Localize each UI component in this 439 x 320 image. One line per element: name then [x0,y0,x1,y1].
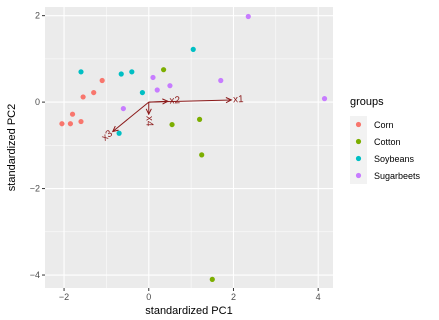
data-point-corn [78,118,84,125]
data-point-sugarbeets [150,74,156,81]
loading-label-x4: x4 [143,116,154,127]
data-point-corn [69,111,76,117]
legend-label-soybeans: Soybeans [374,154,415,164]
arrowhead-x2 [162,98,169,105]
data-point-cotton [196,116,203,122]
data-point-cotton [209,276,215,282]
x-tick-label: 2 [231,292,236,302]
legend-label-corn: Corn [374,120,394,130]
data-point-sugarbeets [120,105,126,112]
data-point-sugarbeets [154,87,160,93]
y-tick-label: 0 [35,97,40,107]
arrowhead-x4 [145,108,152,116]
x-tick-label: 4 [316,292,321,302]
x-tick-label: 0 [146,292,151,302]
legend-key-soybeans [355,155,362,162]
legend-label-sugarbeets: Sugarbeets [374,171,421,181]
data-point-sugarbeets [218,77,224,84]
data-point-cotton [199,152,205,158]
data-point-corn [99,77,105,84]
data-point-sugarbeets [167,83,173,89]
data-point-cotton [169,121,175,128]
data-point-corn [59,121,65,127]
data-points [59,13,328,282]
data-point-soybeans [78,69,84,75]
legend-title: groups [350,96,384,108]
plot-panel [45,7,333,288]
data-point-corn [67,121,74,127]
legend: groups Corn Cotton Soybeans Sugarbeets [350,96,421,184]
legend-label-cotton: Cotton [374,137,401,147]
grid-lines [45,7,333,288]
loading-arrow-x2 [148,100,168,103]
axes: −2 0 2 4 −4 −2 0 2 [30,11,321,302]
legend-key-sugarbeets [355,172,362,179]
data-point-soybeans [118,71,124,77]
x-axis-title: standardized PC1 [145,305,232,317]
loading-arrow-x3 [112,101,150,132]
data-point-soybeans [129,69,135,75]
data-point-soybeans [139,89,146,96]
data-point-sugarbeets [245,13,251,20]
data-point-cotton [160,67,167,73]
arrowhead-x1 [225,97,233,104]
y-axis-title: standardized PC2 [6,104,18,191]
data-point-soybeans [116,130,122,136]
data-point-sugarbeets [321,96,328,102]
y-tick-label: −2 [30,184,40,194]
y-tick-label: 2 [35,11,40,21]
panel-background [45,7,333,288]
x-tick-label: −2 [59,292,69,302]
legend-key-corn [355,121,362,128]
arrowhead-x3 [111,125,119,133]
data-point-soybeans [190,46,196,52]
y-tick-label: −4 [30,270,40,280]
loading-label-x2: x2 [169,95,180,106]
data-point-corn [80,94,86,100]
loading-label-x1: x1 [233,94,244,105]
data-point-corn [91,89,97,96]
legend-key-cotton [355,138,362,145]
